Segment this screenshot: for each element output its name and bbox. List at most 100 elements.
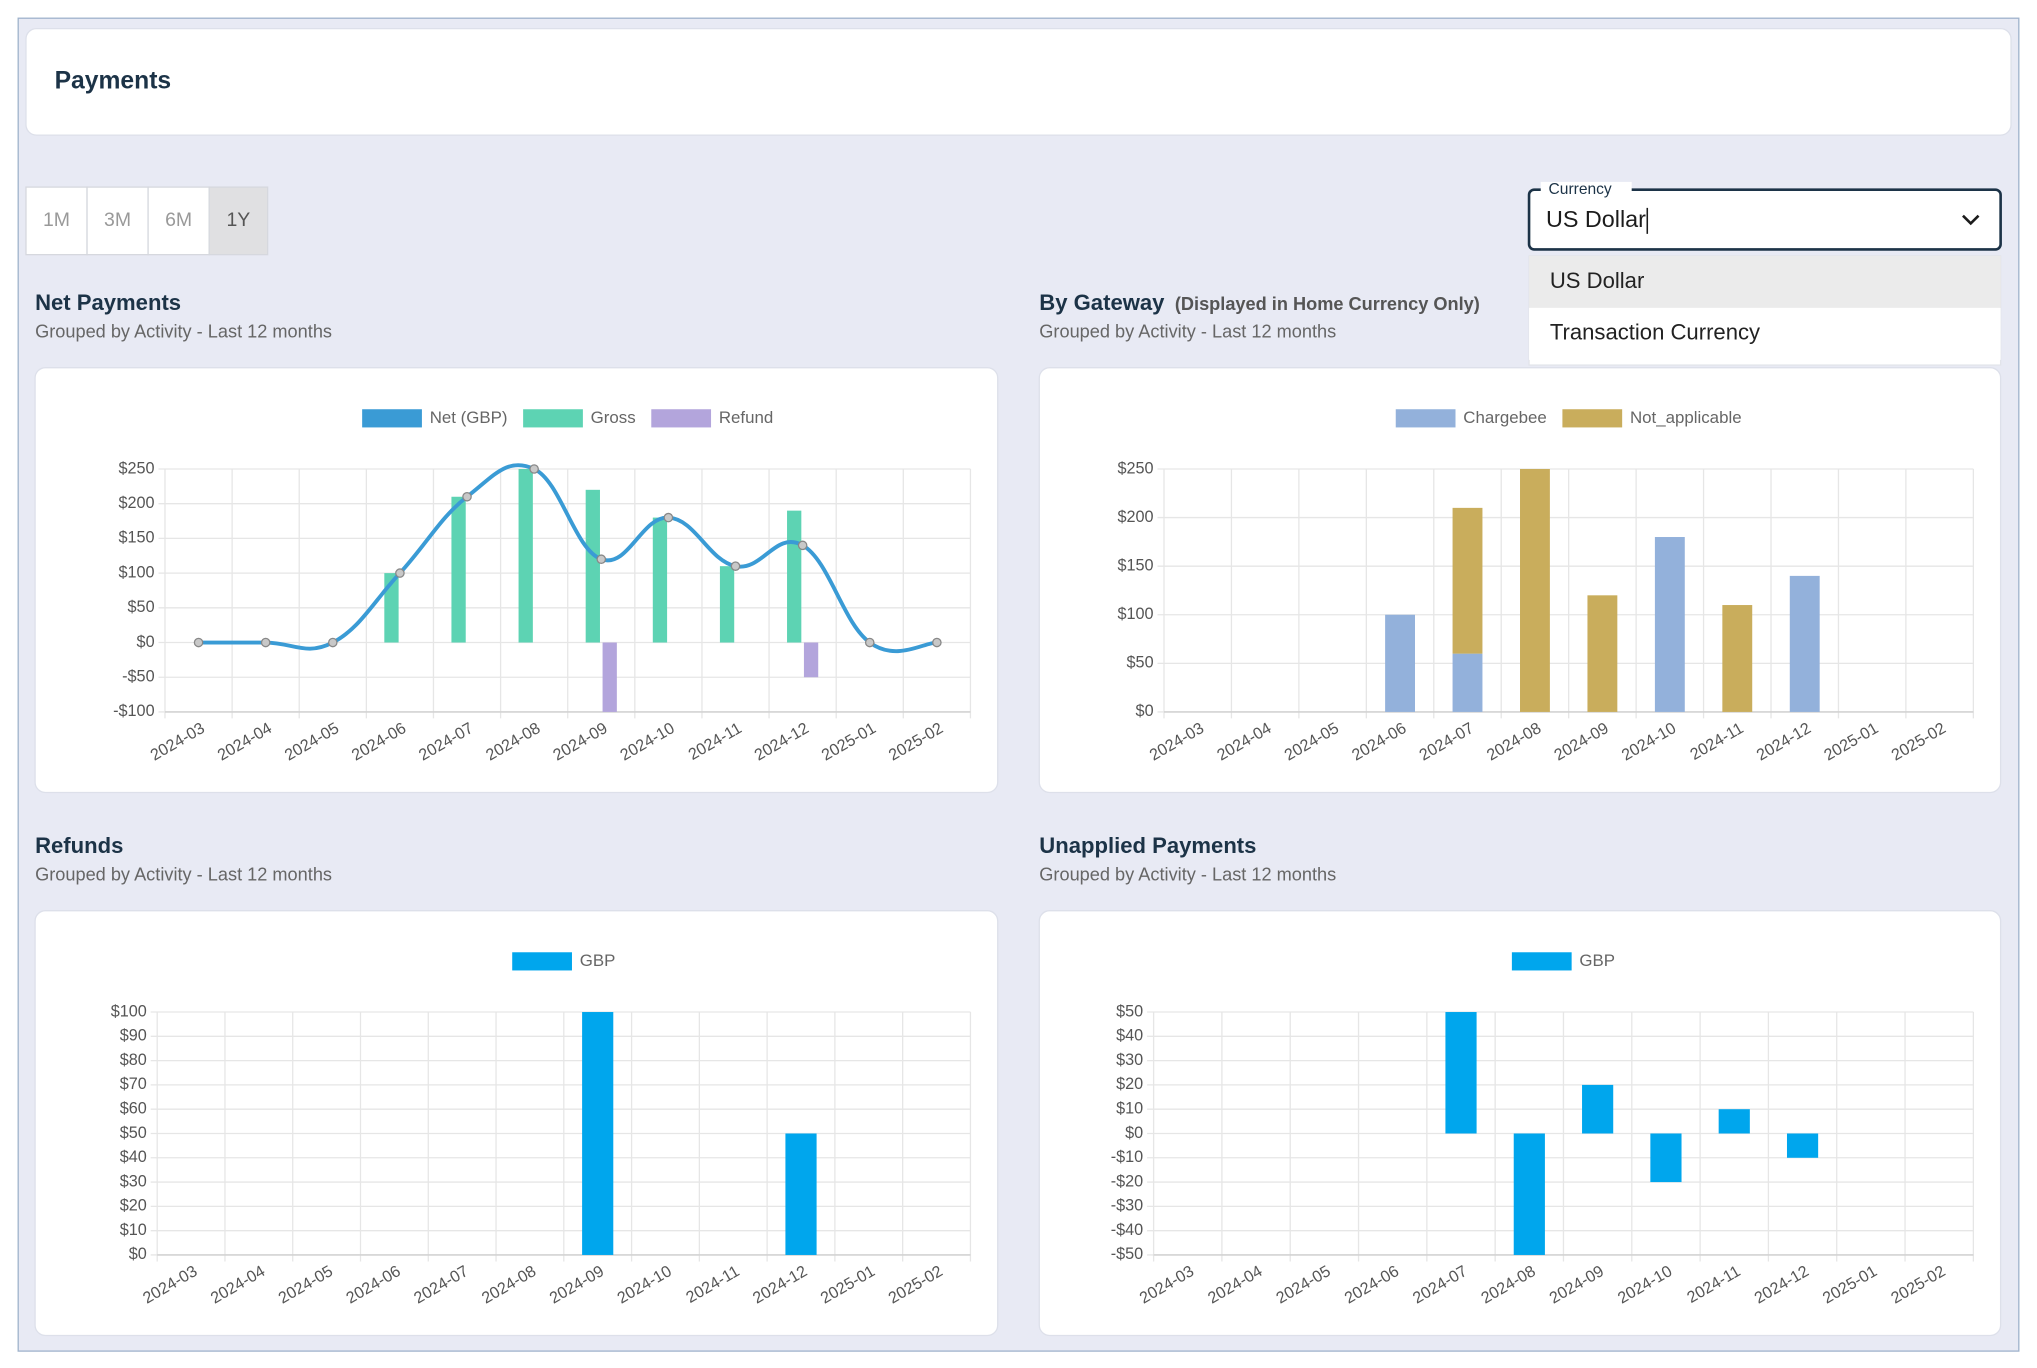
y-tick-label: $30 (1116, 1051, 1143, 1069)
line-point (395, 568, 405, 578)
chart-panel: Net Payments Grouped by Activity - Last 1… (34, 290, 999, 794)
y-tick-label: $100 (1118, 605, 1154, 623)
bar (787, 510, 802, 643)
legend-swatch (512, 952, 572, 971)
bar (803, 642, 819, 678)
legend-swatch (523, 409, 583, 428)
bar (1513, 1133, 1545, 1255)
y-tick-label: -$50 (122, 668, 154, 686)
bar (1445, 1012, 1477, 1134)
legend: Net (GBP) Gross Refund (362, 408, 773, 428)
y-tick-label: $150 (118, 529, 154, 547)
bar (652, 517, 668, 643)
bar (1452, 653, 1483, 712)
legend-swatch (1395, 409, 1456, 428)
y-tick-label: $70 (120, 1075, 147, 1093)
y-tick-label: $50 (120, 1124, 147, 1142)
line-point (327, 637, 338, 648)
line-point (193, 637, 204, 648)
chart-subtitle: Grouped by Activity - Last 12 months (1039, 864, 1336, 884)
menu-option[interactable] (1529, 255, 2001, 308)
y-tick-label: $0 (1136, 702, 1154, 720)
y-tick-label: $40 (1116, 1027, 1143, 1045)
currency-label: Currency (1549, 181, 1612, 198)
chart-card (34, 910, 999, 1337)
y-tick-label: $0 (1125, 1124, 1143, 1142)
y-tick-label: -$100 (113, 702, 154, 720)
legend-swatch (362, 409, 422, 428)
bar (1786, 1133, 1819, 1158)
y-tick-label: $100 (118, 563, 154, 581)
y-tick-label: $50 (1127, 654, 1154, 672)
chevron-icon (1962, 214, 1980, 226)
bar (719, 566, 735, 643)
legend-label: Refund (719, 408, 773, 427)
bar (602, 642, 617, 712)
legend-label: GBP (1579, 951, 1615, 970)
chart-subtitle: Grouped by Activity - Last 12 months (35, 321, 332, 341)
range-button-label: 6M (165, 209, 192, 231)
line-point (596, 554, 607, 565)
bar (785, 1133, 817, 1255)
chart-title: Net Payments (35, 290, 181, 315)
range-button-label: 1Y (226, 209, 250, 231)
menu-option[interactable] (1529, 307, 2001, 360)
chart-title: By Gateway (1039, 290, 1165, 315)
y-tick-label: $20 (120, 1197, 147, 1215)
legend: GBP (1511, 951, 1615, 971)
y-tick-label: $90 (120, 1027, 147, 1045)
bar (582, 1012, 614, 1255)
y-tick-label: $20 (1116, 1075, 1143, 1093)
legend-swatch (1511, 952, 1572, 971)
y-tick-label: $100 (111, 1002, 147, 1020)
legend-swatch (651, 409, 712, 428)
range-button[interactable] (86, 186, 149, 256)
y-tick-label: $250 (1118, 459, 1154, 477)
legend: GBP (512, 951, 615, 971)
line-point (864, 637, 875, 648)
range-button-label: 1M (43, 209, 70, 231)
bar (1587, 595, 1618, 712)
chart-title-note: (Displayed in Home Currency Only) (1175, 294, 1480, 314)
range-button[interactable] (25, 186, 88, 256)
y-tick-label: $200 (1118, 508, 1154, 526)
range-buttons: 1M 3M 6M 1Y (25, 186, 269, 256)
line-point (730, 561, 741, 571)
bar (1789, 575, 1820, 712)
y-tick-label: -$30 (1111, 1197, 1143, 1215)
y-tick-label: $60 (120, 1099, 147, 1117)
bar (1654, 537, 1685, 712)
chart-card (1038, 910, 2002, 1337)
bar (384, 573, 399, 643)
line-point (932, 637, 942, 648)
line-point (462, 491, 472, 502)
bar (1718, 1109, 1750, 1134)
chart-panel: Refunds Grouped by Activity - Last 12 mon… (34, 833, 999, 1337)
y-tick-label: $50 (1116, 1002, 1143, 1020)
line-point (797, 540, 808, 551)
legend-label: GBP (580, 951, 616, 970)
legend: Chargebee Not_applicable (1395, 408, 1742, 428)
chart-panel: By Gateway (Displayed in Home Currency On… (1038, 290, 2002, 794)
y-tick-label: -$40 (1111, 1221, 1143, 1239)
bar (1582, 1084, 1614, 1134)
chart-panel: Unapplied Payments Grouped by Activity - … (1038, 833, 2002, 1337)
range-button-label: 3M (104, 209, 131, 231)
y-tick-label: $250 (118, 459, 154, 477)
chart-card (1038, 367, 2002, 794)
charts: Net Payments Grouped by Activity - Last 1… (34, 290, 2002, 1337)
currency-select[interactable] (1527, 188, 2002, 251)
y-tick-label: $30 (120, 1172, 147, 1190)
legend-label: Gross (591, 408, 636, 427)
y-tick-label: $0 (129, 1245, 147, 1263)
y-tick-label: $150 (1118, 556, 1154, 574)
bar (585, 489, 600, 643)
range-button[interactable] (208, 186, 269, 256)
bar (1385, 614, 1415, 712)
y-tick-label: -$20 (1111, 1172, 1143, 1190)
legend-label: Not_applicable (1630, 408, 1742, 427)
line-point (529, 464, 539, 474)
chart-title: Unapplied Payments (1039, 833, 1256, 858)
